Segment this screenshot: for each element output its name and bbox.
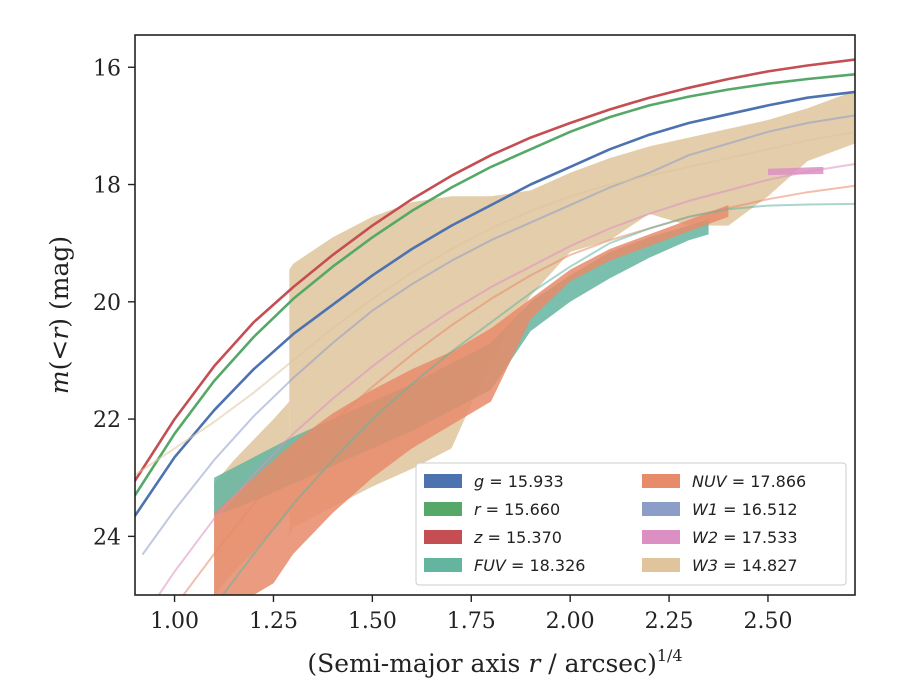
legend-label: r = 15.660 [474, 500, 560, 519]
y-axis-label-tail: ) (mag) [45, 236, 74, 328]
legend-item-nuv: NUV = 17.866 [642, 472, 806, 491]
legend-swatch [424, 474, 462, 488]
x-axis-label-main: (Semi-major axis [307, 649, 528, 678]
x-tick-label: 1.50 [348, 609, 397, 634]
legend-item-z: z = 15.370 [424, 528, 562, 547]
series-line-z [135, 58, 855, 483]
legend-label: W1 = 16.512 [692, 500, 798, 519]
legend-label: W3 = 14.827 [692, 556, 798, 575]
x-axis-label-tail: / arcsec) [540, 649, 657, 678]
y-axis-ticks: 16 18 20 22 24 [93, 56, 135, 550]
band-w2 [768, 166, 824, 176]
lines-layer [135, 58, 855, 595]
series-line-g [135, 90, 855, 518]
legend-swatch [642, 558, 680, 572]
legend-item-g: g = 15.933 [424, 472, 564, 491]
legend-swatch [642, 502, 680, 516]
band-nuv [214, 205, 729, 595]
legend: g = 15.933 r = 15.660 z = 15.370 FUV = 18.3… [415, 462, 847, 586]
legend-label: W2 = 17.533 [692, 528, 798, 547]
y-tick-label: 16 [93, 56, 121, 81]
legend-item-w2: W2 = 17.533 [642, 528, 798, 547]
x-axis-label-exponent: 1/4 [657, 646, 683, 665]
legend-items: g = 15.933 r = 15.660 z = 15.370 FUV = 18.3… [424, 472, 806, 575]
x-axis-ticks: 1.00 1.25 1.50 1.75 2.00 2.25 2.50 [150, 595, 792, 634]
y-tick-label: 24 [93, 525, 121, 550]
x-tick-label: 2.00 [546, 609, 595, 634]
series-line-w3 [135, 130, 855, 476]
bands-layer [214, 90, 855, 595]
y-tick-label: 22 [93, 408, 121, 433]
legend-item-r: r = 15.660 [424, 500, 560, 519]
x-tick-label: 1.25 [249, 609, 298, 634]
x-tick-label: 1.00 [150, 609, 199, 634]
y-axis-label-r: r [45, 326, 74, 340]
y-tick-label: 20 [93, 291, 121, 316]
series-line-w1 [141, 114, 855, 555]
legend-box [415, 462, 847, 586]
legend-swatch [642, 474, 680, 488]
y-axis-label-m: m [45, 370, 74, 394]
legend-item-w3: W3 = 14.827 [642, 556, 798, 575]
legend-label: g = 15.933 [474, 472, 564, 491]
x-axis-label-var: r [528, 649, 542, 678]
legend-swatch [424, 502, 462, 516]
y-tick-label: 18 [93, 174, 121, 199]
legend-item-fuv: FUV = 18.326 [424, 556, 585, 575]
x-axis-label: (Semi-major axis r / arcsec)1/4 [307, 646, 682, 678]
x-tick-label: 2.50 [743, 609, 792, 634]
legend-label: z = 15.370 [473, 528, 562, 547]
legend-label: NUV = 17.866 [692, 472, 806, 491]
legend-swatch [424, 558, 462, 572]
legend-label: FUV = 18.326 [474, 556, 585, 575]
legend-swatch [642, 530, 680, 544]
legend-swatch [424, 530, 462, 544]
series-line-fuv [221, 202, 855, 595]
y-axis-label: m(<r) (mag) [45, 236, 74, 394]
legend-item-w1: W1 = 16.512 [642, 500, 798, 519]
x-tick-label: 2.25 [645, 609, 694, 634]
x-tick-label: 1.75 [447, 609, 496, 634]
plot-frame [134, 34, 856, 596]
series-line-nuv [182, 184, 855, 595]
series-line-w2 [157, 163, 855, 595]
y-axis-label-paren: (< [45, 340, 74, 371]
series-line-r [135, 73, 855, 497]
